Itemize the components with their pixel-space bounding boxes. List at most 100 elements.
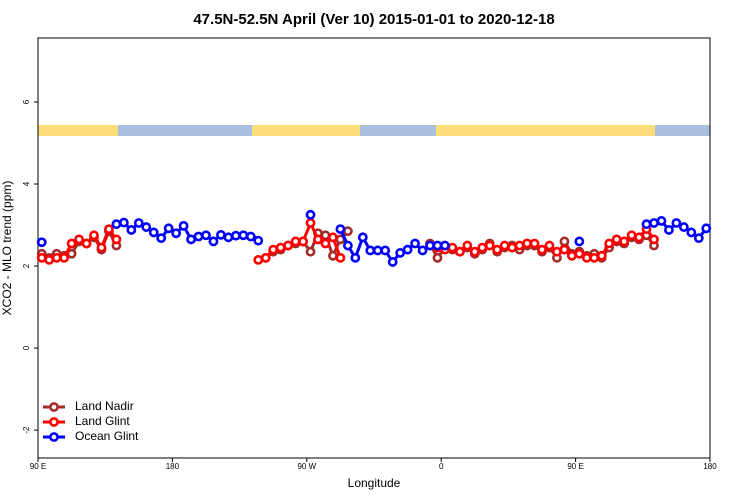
data-point (492, 244, 503, 255)
data-point (74, 234, 84, 245)
data-point (36, 237, 47, 248)
data-point (499, 240, 510, 251)
data-point (596, 250, 607, 261)
x-axis-label: Longitude (348, 476, 401, 490)
data-point (544, 240, 555, 251)
data-point (634, 232, 644, 243)
data-point (619, 236, 630, 247)
data-point (477, 242, 488, 253)
data-point (357, 232, 368, 243)
data-point (522, 238, 532, 249)
data-point (529, 238, 540, 249)
data-point (313, 234, 323, 245)
data-point (537, 244, 547, 255)
data-point (566, 250, 577, 261)
data-point (44, 254, 55, 265)
data-point (81, 238, 92, 249)
x-tick-label: 90 W (297, 462, 316, 471)
ocean-segment (655, 125, 710, 136)
data-point (671, 218, 682, 228)
legend-marker (49, 417, 59, 427)
data-point (290, 236, 301, 247)
data-point (223, 232, 234, 243)
legend-label: Ocean Glint (75, 429, 139, 443)
x-tick-label: 90 E (30, 462, 46, 471)
data-point (581, 252, 592, 263)
data-point (574, 236, 585, 247)
y-tick-label: 6 (22, 99, 31, 104)
data-point (701, 223, 712, 234)
data-point (432, 240, 443, 251)
data-point (559, 244, 570, 255)
data-point (36, 252, 47, 263)
x-tick-label: 180 (166, 462, 180, 471)
data-point (410, 238, 420, 249)
data-point (462, 240, 473, 251)
data-point (59, 252, 70, 263)
data-point (552, 246, 562, 257)
y-axis-label: XCO2 - MLO trend (ppm) (0, 181, 14, 316)
data-point (163, 223, 174, 234)
data-point (402, 244, 413, 255)
data-point (342, 226, 353, 237)
data-point (649, 218, 659, 228)
data-point (133, 218, 144, 228)
y-tick-label: 4 (22, 181, 31, 186)
data-point (260, 252, 271, 263)
data-point (469, 246, 480, 257)
data-point (305, 209, 316, 220)
data-point (148, 227, 159, 238)
data-point (626, 230, 637, 241)
data-point (641, 219, 652, 230)
data-point (328, 250, 338, 261)
data-point (66, 248, 77, 259)
land-ocean-strip (38, 125, 710, 136)
data-point (656, 216, 667, 226)
data-point (51, 252, 62, 263)
data-point (104, 224, 114, 235)
legend-label: Land Nadir (75, 399, 134, 413)
data-point (96, 242, 107, 253)
data-point (380, 245, 391, 256)
data-point (335, 252, 346, 263)
data-point (365, 245, 376, 256)
land-segment (436, 125, 655, 136)
data-point (245, 231, 256, 242)
data-point (126, 225, 137, 235)
x-tick-label: 0 (439, 462, 444, 471)
ocean-segment (360, 125, 436, 136)
data-point (216, 229, 226, 240)
data-point (118, 217, 129, 228)
data-point (484, 240, 495, 251)
data-point (335, 224, 346, 235)
chart-title: 47.5N-52.5N April (Ver 10) 2015-01-01 to… (193, 11, 554, 28)
data-point (111, 219, 122, 230)
data-point (201, 230, 211, 241)
data-point (253, 254, 264, 265)
data-point (268, 244, 279, 255)
x-tick-label: 180 (703, 462, 717, 471)
data-point (320, 238, 331, 249)
data-point (275, 242, 286, 253)
data-point (156, 233, 167, 244)
legend-label: Land Glint (75, 414, 130, 428)
data-point (253, 235, 264, 246)
y-tick-label: 2 (22, 263, 31, 268)
data-point (238, 230, 249, 241)
legend-marker (49, 402, 59, 412)
data-point (432, 252, 443, 263)
data-point (141, 222, 152, 232)
data-point (589, 252, 600, 263)
land-segment (252, 125, 360, 136)
data-point (305, 218, 316, 228)
data-point (417, 245, 428, 256)
data-point (186, 234, 196, 245)
data-point (89, 230, 99, 241)
data-point (604, 238, 615, 249)
legend-marker (49, 432, 59, 442)
data-point (649, 234, 659, 245)
data-point (559, 236, 570, 247)
data-point (208, 236, 219, 247)
